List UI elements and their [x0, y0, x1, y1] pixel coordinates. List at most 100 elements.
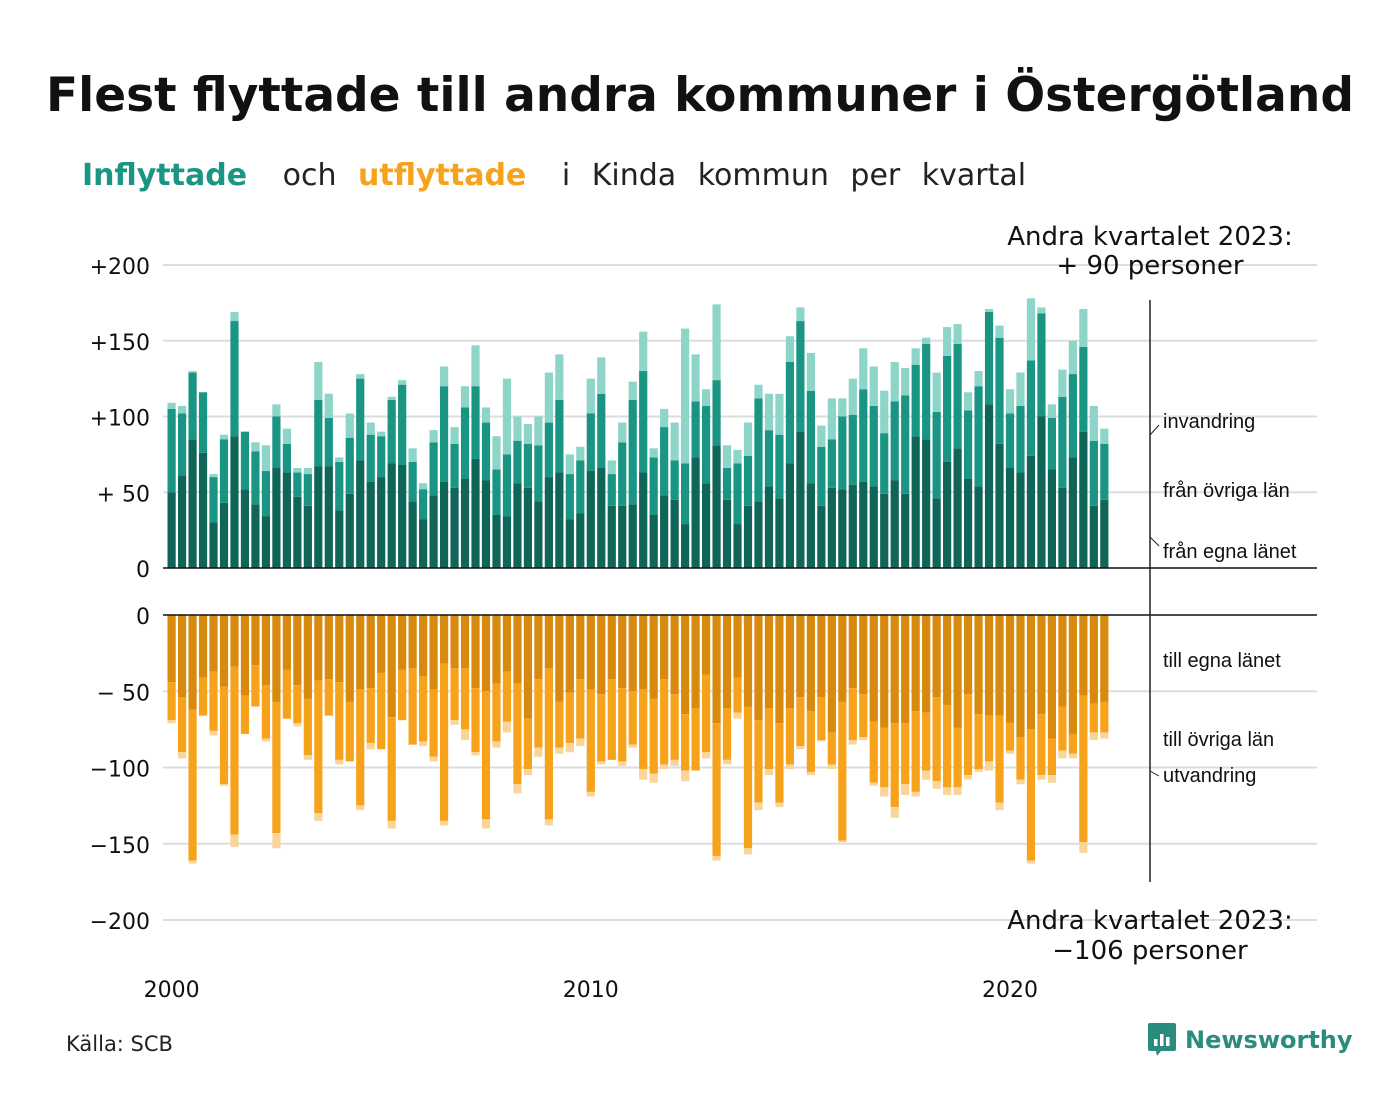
bar-in-own [932, 498, 941, 568]
bar-in-own [597, 468, 606, 568]
bar-out-own [534, 615, 543, 680]
bar-out-own [1016, 615, 1025, 737]
bar-out-emigration [586, 791, 595, 797]
bar-out-own [995, 615, 1004, 716]
bar-out-emigration [932, 781, 941, 789]
bar-out-emigration [471, 752, 480, 756]
bar-in-immigration [974, 371, 983, 387]
bar-in-own [953, 448, 962, 568]
bar-out-other [502, 671, 512, 722]
bar-out-own [345, 615, 354, 702]
bar-in-other [534, 445, 543, 502]
bar-out-own [701, 615, 711, 675]
bar-out-own [1089, 615, 1098, 704]
bar-out-own [335, 615, 344, 683]
subtitle-inflyttade: Inflyttade [82, 158, 248, 193]
bar-in-immigration [890, 361, 899, 402]
bar-in-own [282, 472, 291, 568]
bar-in-immigration [796, 307, 805, 322]
bar-out-other [827, 732, 836, 765]
chart-title: Flest flyttade till andra kommuner i Öst… [46, 68, 1354, 123]
bar-out-emigration [995, 802, 1004, 811]
bar-out-own [230, 615, 239, 667]
bar-out-own [177, 615, 187, 698]
bar-in-immigration [345, 413, 354, 438]
bar-in-immigration [743, 422, 753, 456]
bar-in-own [722, 499, 732, 568]
bar-out-other [618, 688, 627, 762]
bar-out-own [848, 615, 857, 689]
bar-out-other [733, 677, 742, 713]
bar-in-other [450, 443, 459, 488]
bar-out-emigration [1016, 779, 1025, 785]
bar-in-immigration [513, 416, 522, 441]
bar-in-own [303, 505, 312, 568]
bar-out-other [513, 683, 522, 785]
newsworthy-logo: Newsworthy [1147, 1022, 1353, 1058]
bar-out-emigration [597, 761, 606, 765]
bar-in-other [859, 389, 868, 482]
bar-in-own [471, 458, 480, 568]
bar-in-other [943, 355, 952, 462]
bar-in-other [314, 399, 323, 467]
bar-in-own [324, 466, 333, 568]
axes-layer: +200 +150 +100 + 50 0 0 − 50 −100 −150 −200 2000 20… [90, 255, 1317, 1003]
bar-out-emigration [544, 819, 553, 826]
bar-out-other [984, 715, 994, 762]
bar-in-other [932, 411, 941, 499]
bar-in-own [911, 436, 920, 568]
bar-out-other [261, 685, 271, 739]
bar-out-own [670, 615, 679, 695]
bar-in-other [544, 422, 553, 478]
bar-out-emigration [827, 764, 836, 770]
bar-in-own [398, 464, 407, 568]
bar-out-own [691, 615, 700, 709]
bar-in-own [481, 480, 491, 568]
bar-in-immigration [167, 402, 176, 409]
bar-out-own [733, 615, 742, 678]
bar-in-own [345, 493, 354, 568]
bar-in-immigration [869, 366, 878, 406]
bar-out-other [911, 711, 920, 792]
bar-in-own [817, 505, 826, 568]
bar-out-own [618, 615, 627, 689]
bar-out-own [785, 615, 795, 709]
bar-in-other [827, 439, 836, 488]
bar-in-other [513, 440, 522, 484]
bar-in-immigration [649, 448, 658, 458]
bar-in-own [555, 472, 564, 568]
bar-out-other [576, 679, 585, 739]
bar-out-emigration [1068, 753, 1077, 759]
bar-in-own [743, 505, 753, 568]
bar-out-other [880, 727, 889, 788]
bar-out-other [1079, 695, 1088, 843]
bar-in-other [387, 399, 396, 464]
bar-out-other [492, 683, 501, 742]
bar-out-other [209, 671, 218, 731]
x-tick-label: 2020 [982, 978, 1038, 1003]
bar-in-other [230, 321, 239, 437]
bar-in-other [429, 442, 438, 496]
bar-out-own [1068, 615, 1077, 734]
bar-out-own [167, 615, 176, 683]
bar-out-other [565, 692, 574, 744]
bar-out-other [943, 704, 952, 788]
bar-out-own [324, 615, 333, 680]
bar-out-other [377, 672, 386, 750]
x-tick-label: 2000 [144, 978, 200, 1003]
bar-in-immigration [785, 336, 795, 362]
bar-in-other [377, 436, 386, 478]
bar-in-other [576, 460, 585, 514]
bar-out-emigration [848, 740, 857, 745]
bar-in-own [366, 481, 375, 568]
bar-out-own [282, 615, 291, 670]
bar-out-own [838, 615, 847, 702]
bar-in-own [460, 478, 470, 568]
bar-out-emigration [565, 743, 574, 753]
bar-in-other [1089, 440, 1098, 506]
bar-in-other [586, 413, 595, 472]
bar-in-immigration [377, 431, 386, 437]
bar-out-emigration [974, 769, 983, 773]
bar-out-emigration [722, 759, 732, 765]
bar-out-own [398, 615, 407, 670]
